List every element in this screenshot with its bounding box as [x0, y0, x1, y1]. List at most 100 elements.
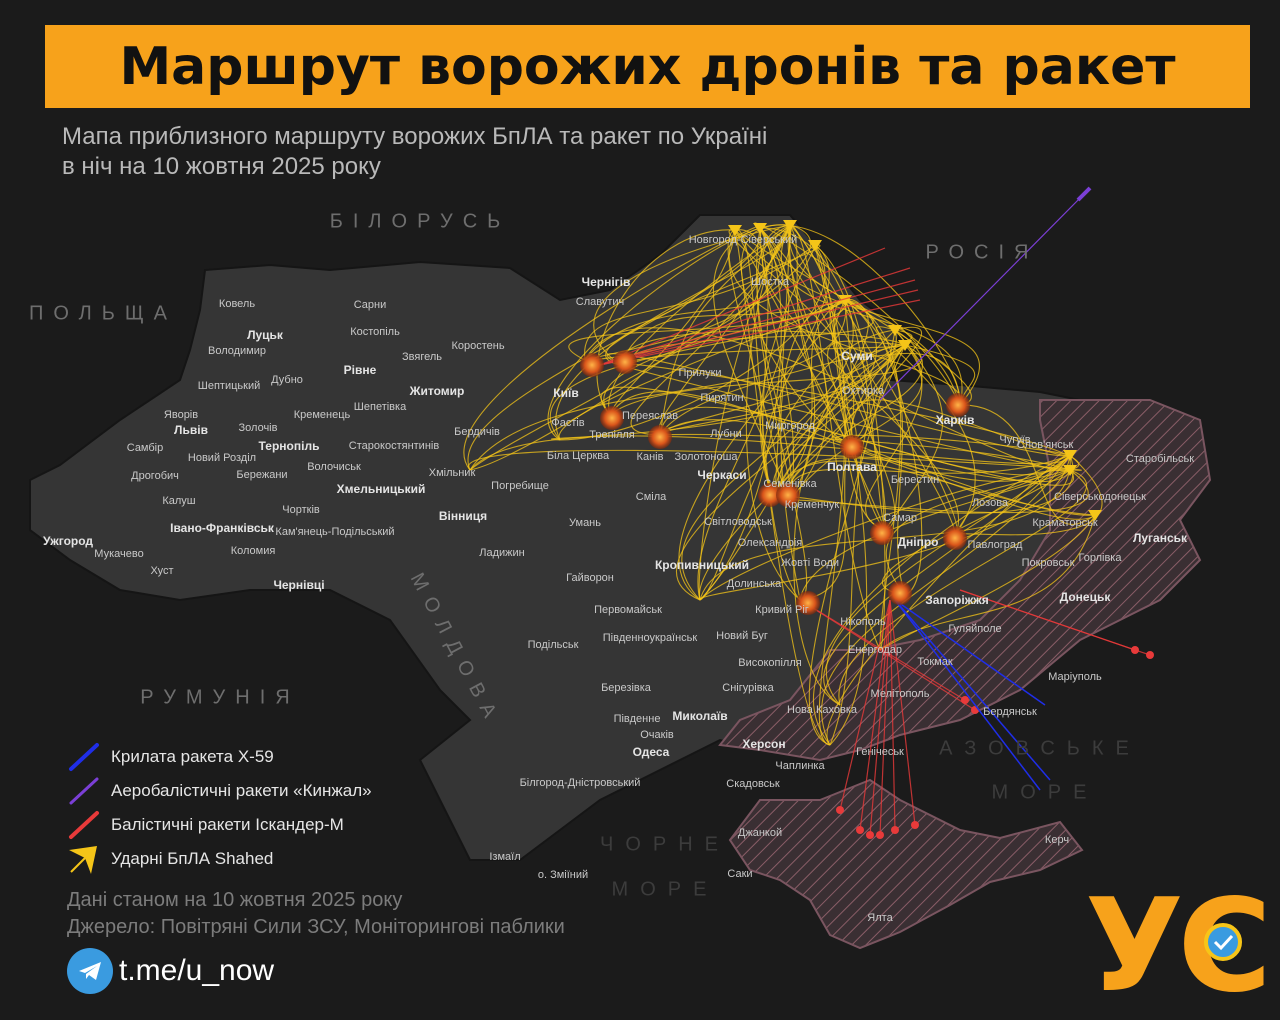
shahed-route [759, 227, 816, 501]
city-label: Самар [883, 512, 917, 524]
city-label: Лубни [710, 428, 742, 440]
city-label: Тернопіль [258, 439, 320, 453]
iskander-launch-marker [856, 826, 864, 834]
shahed-route [789, 469, 1089, 514]
shahed-route [559, 244, 826, 441]
drone-icon [888, 325, 902, 336]
telegram-icon [67, 948, 113, 994]
city-label: Одеса [632, 745, 670, 759]
city-label: Бердянськ [983, 706, 1037, 718]
city-label: Біла Церква [546, 450, 610, 462]
legend-label: Аеробалістичні ракети «Кинжал» [111, 781, 372, 800]
shahed-route [843, 329, 924, 446]
city-label: Подільськ [527, 639, 579, 651]
shahed-route [831, 435, 1096, 516]
shahed-route [699, 326, 923, 601]
city-label: Берестин [890, 474, 940, 486]
shahed-route [759, 227, 886, 531]
shahed-route [789, 224, 881, 651]
iskander-route [599, 299, 921, 366]
city-label: Полтава [827, 460, 877, 474]
shahed-route [558, 299, 846, 441]
country-label: РОСІЯ [925, 241, 1039, 264]
city-label: Рівне [343, 363, 377, 377]
telegram-handle: t.me/u_now [119, 954, 275, 987]
city-label: Золотоноша [674, 451, 738, 463]
city-label: Генічеськ [856, 746, 904, 758]
city-label: Пирятин [700, 392, 744, 404]
iskander-launch-marker [1131, 646, 1139, 654]
city-label: Умань [569, 517, 601, 529]
city-label: Старобільськ [1125, 453, 1195, 465]
city-label: Костопіль [350, 326, 400, 338]
shahed-route [467, 227, 762, 471]
city-label: Київ [553, 386, 579, 400]
shahed-route [745, 224, 801, 601]
title-banner: Маршрут ворожих дронів та ракет [45, 25, 1250, 108]
shahed-route [600, 386, 1074, 486]
legend-item-iskander: Балістичні ракети Іскандер-М [65, 808, 372, 842]
city-label: Володимир [207, 345, 267, 357]
shahed-route [756, 224, 808, 601]
sea-label: АЗОВСЬКЕ [939, 737, 1141, 760]
city-label: Саки [727, 868, 753, 880]
city-label: Бережани [236, 469, 288, 481]
shahed-route [699, 469, 1071, 601]
city-label: Ялта [867, 912, 893, 924]
shahed-route [879, 514, 1096, 651]
shahed-route [838, 469, 1088, 706]
shahed-route [789, 329, 923, 501]
city-label: Кропивницький [654, 558, 750, 572]
kh59-route [894, 599, 1051, 781]
shahed-route [463, 224, 764, 471]
city-label: Токмак [917, 656, 953, 668]
shahed-route [609, 229, 736, 416]
city-label: Шептицький [197, 380, 261, 392]
crimea-occupied [728, 778, 1084, 950]
iskander-launch-marker [836, 806, 844, 814]
shahed-route [834, 434, 1071, 456]
city-label: Хмільник [428, 467, 476, 479]
shahed-route [774, 299, 846, 496]
iskander-route [879, 599, 891, 836]
city-label: Краматорськ [1032, 517, 1098, 529]
shahed-route [593, 224, 791, 366]
sea-label: МОРЕ [611, 878, 719, 901]
explosion-icon [870, 521, 894, 545]
shahed-route [780, 329, 896, 501]
city-label: Південноукраїнськ [602, 632, 698, 644]
legend-label: Ударні БпЛА Shahed [111, 849, 274, 868]
city-label: Маріуполь [1048, 671, 1102, 683]
city-label: Сміла [635, 491, 667, 503]
city-label: Семенівка [763, 478, 817, 490]
shahed-route [829, 344, 906, 746]
city-label: Харків [935, 413, 975, 427]
city-label: Ковель [218, 298, 256, 310]
city-label: Новий Розділ [187, 452, 257, 464]
country-label: БІЛОРУСЬ [329, 210, 511, 233]
iskander-launch-marker [961, 696, 969, 704]
city-label: Фастів [551, 417, 585, 429]
shahed-route [959, 404, 1096, 525]
page-title: Маршрут ворожих дронів та ракет [119, 36, 1176, 97]
city-label: Очаків [640, 729, 674, 741]
city-label: о. Зміїний [537, 869, 589, 881]
city-label: Калуш [162, 495, 196, 507]
city-label: Новгород-Сіверський [688, 234, 798, 246]
telegram-link[interactable]: t.me/u_now [67, 948, 274, 994]
city-label: Нікополь [840, 616, 886, 628]
city-label: Південне [613, 713, 661, 725]
city-label: Миргород [765, 420, 815, 432]
city-label: Білгород-Дністровський [519, 777, 641, 789]
drone-icon [808, 240, 822, 251]
iskander-route [889, 599, 916, 826]
shahed-route [699, 329, 896, 601]
kh59-route [894, 599, 1046, 706]
city-label: Ізмаїл [489, 851, 521, 863]
drone-icon [1063, 450, 1077, 461]
city-label: Лозова [971, 497, 1009, 509]
shahed-route [774, 460, 1096, 516]
shahed-route [469, 224, 812, 471]
shahed-route [789, 454, 1071, 501]
